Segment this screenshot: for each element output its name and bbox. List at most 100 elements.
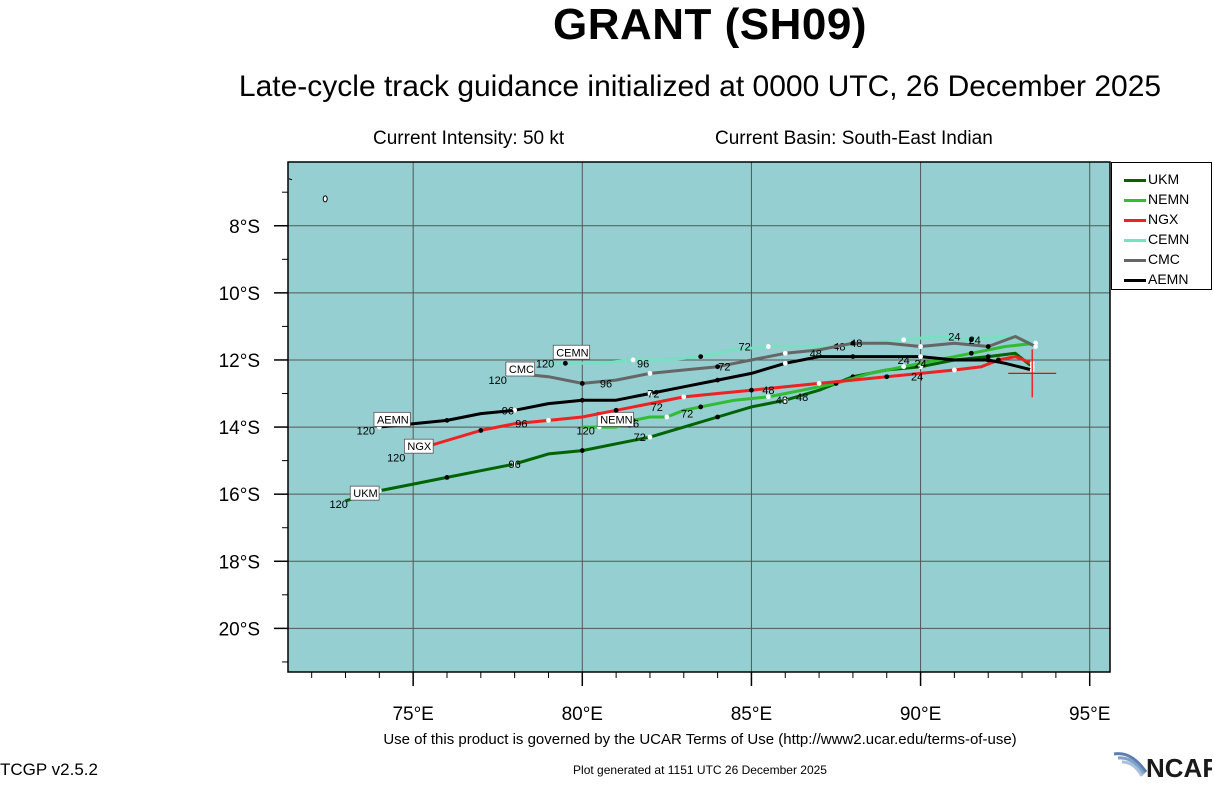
track-point [985,344,991,349]
current-basin: Current Basin: South-East Indian [715,128,993,149]
series-end-label: NGX [407,441,432,453]
track-point [478,428,484,433]
track-point [698,404,704,410]
legend-swatch [1124,198,1146,202]
track-line [548,335,1036,365]
legend-swatch [1124,278,1146,282]
track-point [579,397,585,403]
series-end-label: UKM [353,488,377,500]
forecast-hour-label: 120 [536,358,554,370]
plot-area [288,162,1110,672]
track-point [765,344,771,349]
track-point [918,354,923,360]
x-tick-label: 75°E [392,704,433,725]
track-point [951,367,957,373]
forecast-hour-label: 72 [681,409,693,421]
track-point [715,414,721,420]
chart-title: GRANT (SH09) [552,0,868,49]
track-point [664,414,670,420]
track-point [546,417,551,423]
track-point [782,350,788,356]
forecast-hour-label: 24 [948,331,960,343]
current-intensity: Current Intensity: 50 kt [373,128,565,149]
track-point [444,474,450,480]
series-layer: 487296120UKM24487296120NEMN24487296120NG… [330,331,1038,511]
x-tick-label: 85°E [731,704,772,725]
track-point [782,397,788,403]
legend-label: NEMN [1148,191,1190,207]
legend-swatch [1124,218,1146,222]
legend-item-cemn: CEMN [1124,230,1189,248]
track-point [782,360,788,366]
y-tick-label: 8°S [229,217,260,238]
track-point [765,394,771,400]
forecast-hour-label: 120 [387,452,405,464]
forecast-hour-label: 24 [898,355,910,367]
forecast-hour-label: 72 [647,389,659,401]
forecast-hour-label: 96 [600,378,612,390]
track-point [968,350,974,356]
forecast-hour-label: 120 [576,425,594,437]
legend-swatch [1124,238,1146,242]
legend-item-aemn: AEMN [1124,270,1188,288]
track-point [579,448,585,453]
ncar-logo-text: NCAR [1146,753,1212,780]
track-point [715,364,721,370]
track-point [579,381,585,386]
ncar-logo: NCAR [1112,748,1214,785]
legend-label: CEMN [1148,231,1190,247]
legend-item-ukm: UKM [1124,170,1179,188]
track-point [985,354,991,360]
track-point [901,364,907,370]
series-end-label: NEMN [600,414,632,426]
legend-item-cmc: CMC [1124,250,1180,268]
x-tick-label: 95°E [1069,704,1110,725]
y-tick-label: 10°S [219,284,260,305]
version-label: TCGP v2.5.2 [0,760,98,779]
track-point [816,381,822,386]
legend-label: CMC [1148,251,1180,267]
series-ukm: 48 72 96 120 UKM [330,351,1035,511]
forecast-hour-label: 72 [718,362,730,374]
forecast-hour-label: 24 [969,335,981,347]
terms-of-use: Use of this product is governed by the U… [383,731,1017,748]
legend-swatch [1124,258,1146,262]
series-end-label: CMC [509,364,534,376]
forecast-hour-label: 24 [914,358,926,370]
forecast-hour-label: 48 [796,392,808,404]
track-point [749,387,754,393]
track-point [850,340,856,346]
legend-label: NGX [1148,211,1179,227]
island [322,195,328,203]
y-tick-label: 12°S [219,351,260,372]
y-tick-label: 18°S [219,552,260,573]
forecast-hour-label: 48 [776,395,788,407]
end-label-box [505,361,536,377]
forecast-hour-label: 72 [651,402,663,414]
forecast-hour-label: 48 [810,348,822,360]
forecast-hour-label: 72 [634,432,646,444]
track-point [647,434,653,440]
forecast-hour-label: 96 [502,405,514,417]
axis-ticks: 75°E 80°E 85°E 90°E 95°E 8°S 10°S 12°S 14°S 16°S 1… [219,191,1110,725]
end-label-box [373,411,411,427]
series-end-label: CEMN [556,347,588,359]
forecast-hour-label: 96 [515,419,527,431]
track-point [715,377,721,383]
y-tick-label: 20°S [219,619,260,640]
x-tick-label: 90°E [900,704,941,725]
forecast-hour-label: 48 [850,338,862,350]
track-point [562,360,568,366]
y-tick-label: 14°S [219,418,260,439]
legend-item-ngx: NGX [1124,210,1178,228]
end-label-box [349,485,380,501]
track-point [613,407,619,413]
forecast-hour-label: 48 [762,385,774,397]
forecast-hour-label: 24 [911,372,923,384]
track-point [681,394,687,400]
forecast-hour-label: 120 [357,425,375,437]
